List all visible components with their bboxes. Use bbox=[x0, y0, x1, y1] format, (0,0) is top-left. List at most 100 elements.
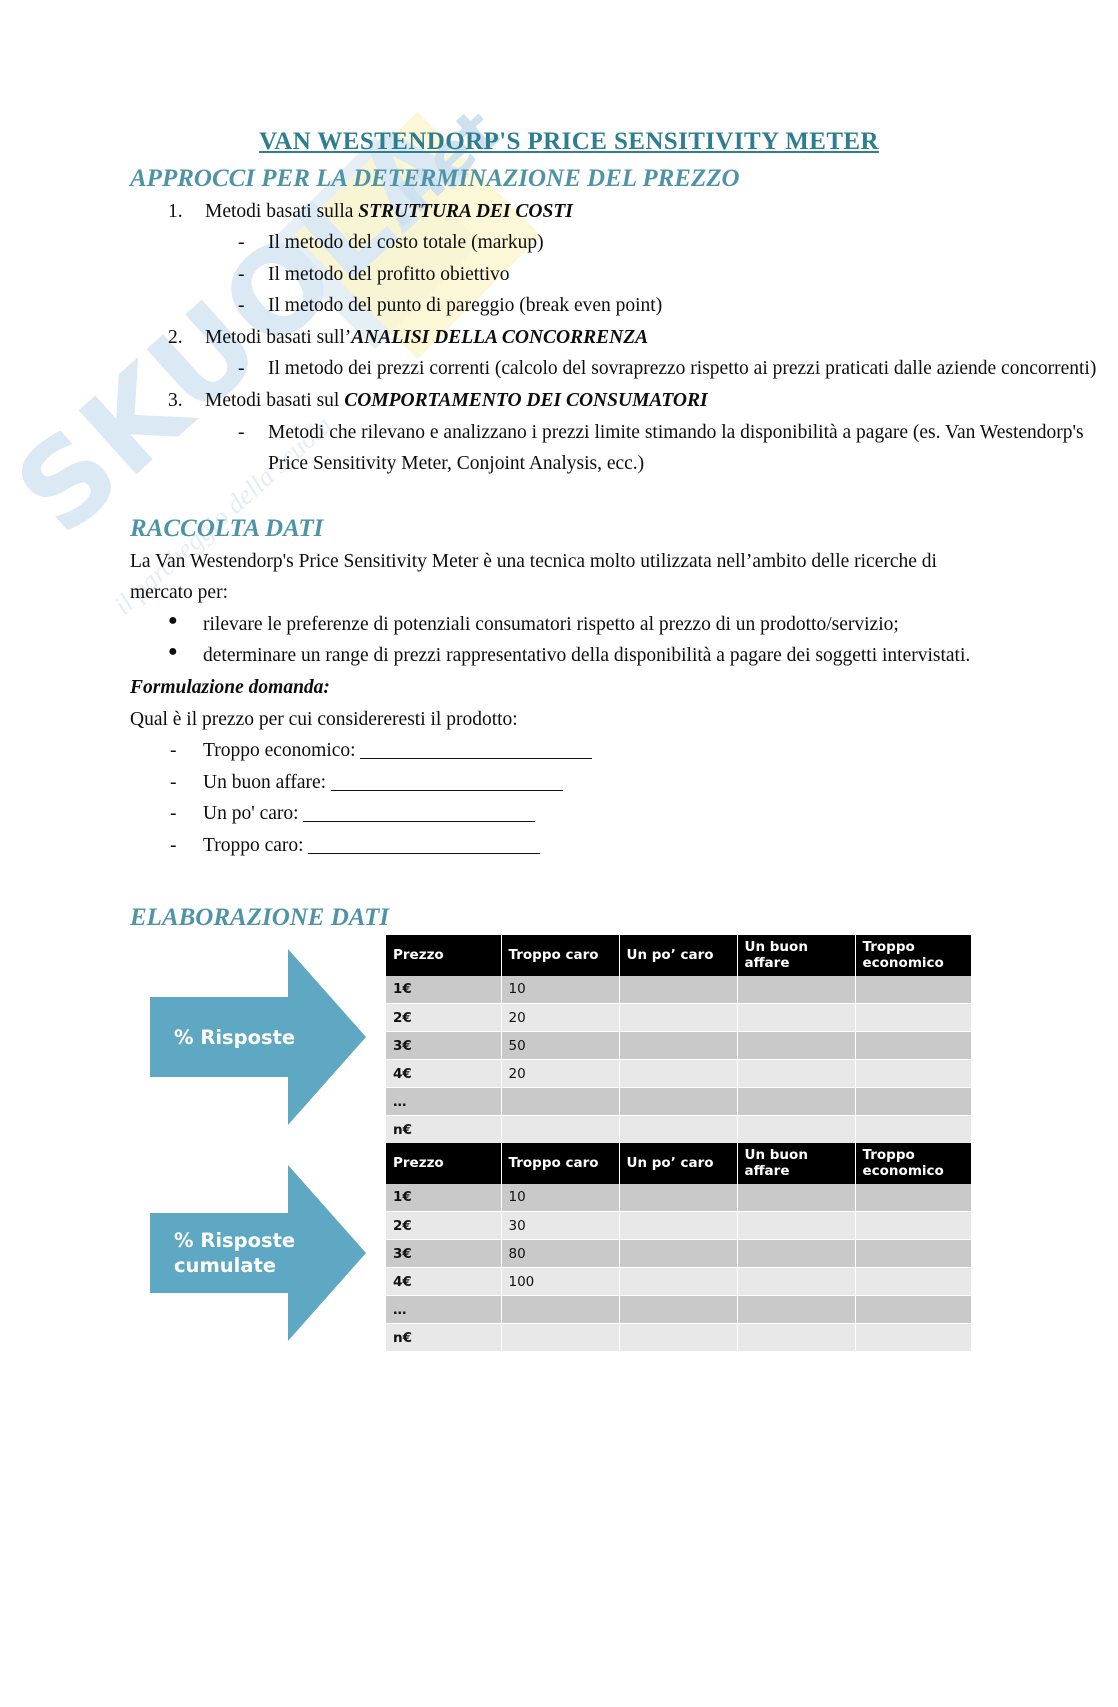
approcci-sub-item-text: Il metodo del punto di pareggio (break e… bbox=[268, 295, 663, 317]
dash-marker: - bbox=[170, 771, 177, 793]
approcci-sub-item-text: Il metodo del costo totale (markup) bbox=[268, 232, 544, 254]
table-row: 3€ 80 bbox=[386, 1239, 971, 1269]
table-cell: 80 bbox=[501, 1239, 620, 1269]
table-cell: 30 bbox=[501, 1211, 620, 1241]
table-cell bbox=[619, 1239, 738, 1269]
table-column-header: Un buon affare bbox=[737, 935, 856, 976]
table-row: 3€ 50 bbox=[386, 1031, 971, 1061]
table-cell bbox=[855, 1059, 971, 1089]
table-row: n€ bbox=[386, 1115, 971, 1145]
table-row: 4€ 100 bbox=[386, 1267, 971, 1297]
approcci-list-item: 1. Metodi basati sulla STRUTTURA DEI COST… bbox=[0, 196, 1118, 228]
table-cell bbox=[855, 1295, 971, 1325]
dash-marker: - bbox=[238, 421, 245, 443]
approcci-sub-list: - Metodi che rilevano e analizzano i prez… bbox=[0, 417, 1118, 480]
list-marker: 3. bbox=[168, 389, 183, 411]
section-heading-approcci: APPROCCI PER LA DETERMINAZIONE DEL PREZZ… bbox=[130, 164, 740, 192]
table-cell: 2€ bbox=[386, 1003, 502, 1033]
table-row: … bbox=[386, 1295, 971, 1325]
table-cell: 10 bbox=[501, 975, 620, 1005]
psm-data-table: Prezzo Troppo caro Un po’ caro Un buon affa… bbox=[386, 935, 971, 1145]
table-cell: 50 bbox=[501, 1031, 620, 1061]
table-row: 2€ 30 bbox=[386, 1211, 971, 1241]
dash-marker: - bbox=[238, 263, 245, 285]
table-cell: 2€ bbox=[386, 1211, 502, 1241]
table-cell bbox=[737, 1323, 856, 1353]
arrow-label: % Risposte bbox=[174, 1025, 296, 1049]
approcci-sub-item: - Il metodo dei prezzi correnti (calcolo … bbox=[0, 353, 1118, 385]
table-cell bbox=[855, 1183, 971, 1213]
table-cell bbox=[619, 1087, 738, 1117]
approcci-sub-item-text: Il metodo del profitto obiettivo bbox=[268, 263, 510, 285]
elaborazione-block: % Risposte Prezzo Troppo caro Un po’ caro Un… bbox=[0, 935, 1118, 1145]
price-question-field: - Un po' caro: bbox=[0, 798, 1118, 830]
price-answer-blank[interactable] bbox=[308, 852, 541, 854]
table-cell: n€ bbox=[386, 1323, 502, 1353]
approcci-item-lead: Metodi basati sulla bbox=[205, 200, 359, 222]
table-row: n€ bbox=[386, 1323, 971, 1353]
table-cell bbox=[855, 1115, 971, 1145]
list-marker: 1. bbox=[168, 200, 183, 222]
approcci-item-lead: Metodi basati sull’ bbox=[205, 326, 352, 348]
approcci-item-emphasis: COMPORTAMENTO DEI CONSUMATORI bbox=[344, 389, 708, 411]
table-cell bbox=[737, 1031, 856, 1061]
table-cell bbox=[855, 1003, 971, 1033]
raccolta-bullet-item: ● rilevare le preferenze di potenziali co… bbox=[0, 609, 1118, 641]
arrow-label: % Risposte cumulate bbox=[174, 1228, 296, 1278]
table-cell bbox=[737, 1211, 856, 1241]
approcci-sub-item: - Il metodo del costo totale (markup) bbox=[0, 227, 1118, 259]
table-cell bbox=[501, 1323, 620, 1353]
raccolta-bullet-text: rilevare le preferenze di potenziali con… bbox=[203, 613, 899, 635]
approcci-sub-item: - Il metodo del punto di pareggio (break … bbox=[0, 290, 1118, 322]
table-column-header: Troppo caro bbox=[501, 935, 620, 976]
dash-marker: - bbox=[170, 834, 177, 856]
table-cell: n€ bbox=[386, 1115, 502, 1145]
raccolta-bullet-list: ● rilevare le preferenze di potenziali co… bbox=[0, 609, 1118, 672]
table-cell: 3€ bbox=[386, 1239, 502, 1269]
table-cell bbox=[619, 1031, 738, 1061]
table-column-header: Prezzo bbox=[386, 1143, 502, 1184]
price-answer-blank[interactable] bbox=[330, 789, 563, 791]
dash-marker: - bbox=[238, 232, 245, 254]
elaborazione-block: % Risposte cumulate Prezzo Troppo caro Un po… bbox=[0, 1143, 1118, 1353]
approcci-item-text: Metodi basati sull’ANALISI DELLA CONCORR… bbox=[205, 327, 648, 348]
price-question-field-list: - Troppo economico: - Un buon affare: - Un … bbox=[0, 735, 1118, 861]
table-cell bbox=[855, 1211, 971, 1241]
table-cell bbox=[619, 1183, 738, 1213]
price-answer-blank[interactable] bbox=[360, 758, 593, 760]
table-cell: 20 bbox=[501, 1059, 620, 1089]
approcci-list-item: 3. Metodi basati sul COMPORTAMENTO DEI CO… bbox=[0, 385, 1118, 417]
table-cell bbox=[737, 1183, 856, 1213]
price-question-label: Un po' caro: bbox=[203, 803, 304, 825]
table-cell bbox=[619, 1059, 738, 1089]
table-cell bbox=[737, 975, 856, 1005]
list-marker: 2. bbox=[168, 326, 183, 348]
price-answer-blank[interactable] bbox=[303, 821, 536, 823]
approcci-sub-list: - Il metodo dei prezzi correnti (calcolo … bbox=[0, 353, 1118, 385]
approcci-sub-item: - Metodi che rilevano e analizzano i prez… bbox=[0, 417, 1118, 480]
approcci-item-lead: Metodi basati sul bbox=[205, 389, 345, 411]
table-cell bbox=[855, 1323, 971, 1353]
table-cell bbox=[619, 1115, 738, 1145]
elaborazione-tables-block: % Risposte Prezzo Troppo caro Un po’ caro Un… bbox=[0, 935, 1118, 1353]
table-cell bbox=[855, 1087, 971, 1117]
table-column-header: Un buon affare bbox=[737, 1143, 856, 1184]
table-cell: 4€ bbox=[386, 1059, 502, 1089]
table-cell bbox=[619, 975, 738, 1005]
dash-marker: - bbox=[170, 740, 177, 762]
right-arrow-callout: % Risposte cumulate bbox=[150, 1165, 366, 1342]
table-cell: 1€ bbox=[386, 1183, 502, 1213]
price-question-label: Un buon affare: bbox=[203, 771, 331, 793]
table-header-row: Prezzo Troppo caro Un po’ caro Un buon affa… bbox=[386, 935, 971, 976]
table-cell bbox=[501, 1295, 620, 1325]
formulazione-label: Formulazione domanda: bbox=[130, 677, 330, 699]
table-cell bbox=[737, 1003, 856, 1033]
approcci-item-text: Metodi basati sul COMPORTAMENTO DEI CONS… bbox=[205, 390, 708, 411]
table-column-header: Un po’ caro bbox=[619, 935, 738, 976]
table-cell bbox=[501, 1087, 620, 1117]
table-cell bbox=[619, 1267, 738, 1297]
dash-marker: - bbox=[170, 803, 177, 825]
table-row: 1€ 10 bbox=[386, 1183, 971, 1213]
table-header-row: Prezzo Troppo caro Un po’ caro Un buon affa… bbox=[386, 1143, 971, 1184]
bullet-dot-icon: ● bbox=[168, 643, 178, 661]
